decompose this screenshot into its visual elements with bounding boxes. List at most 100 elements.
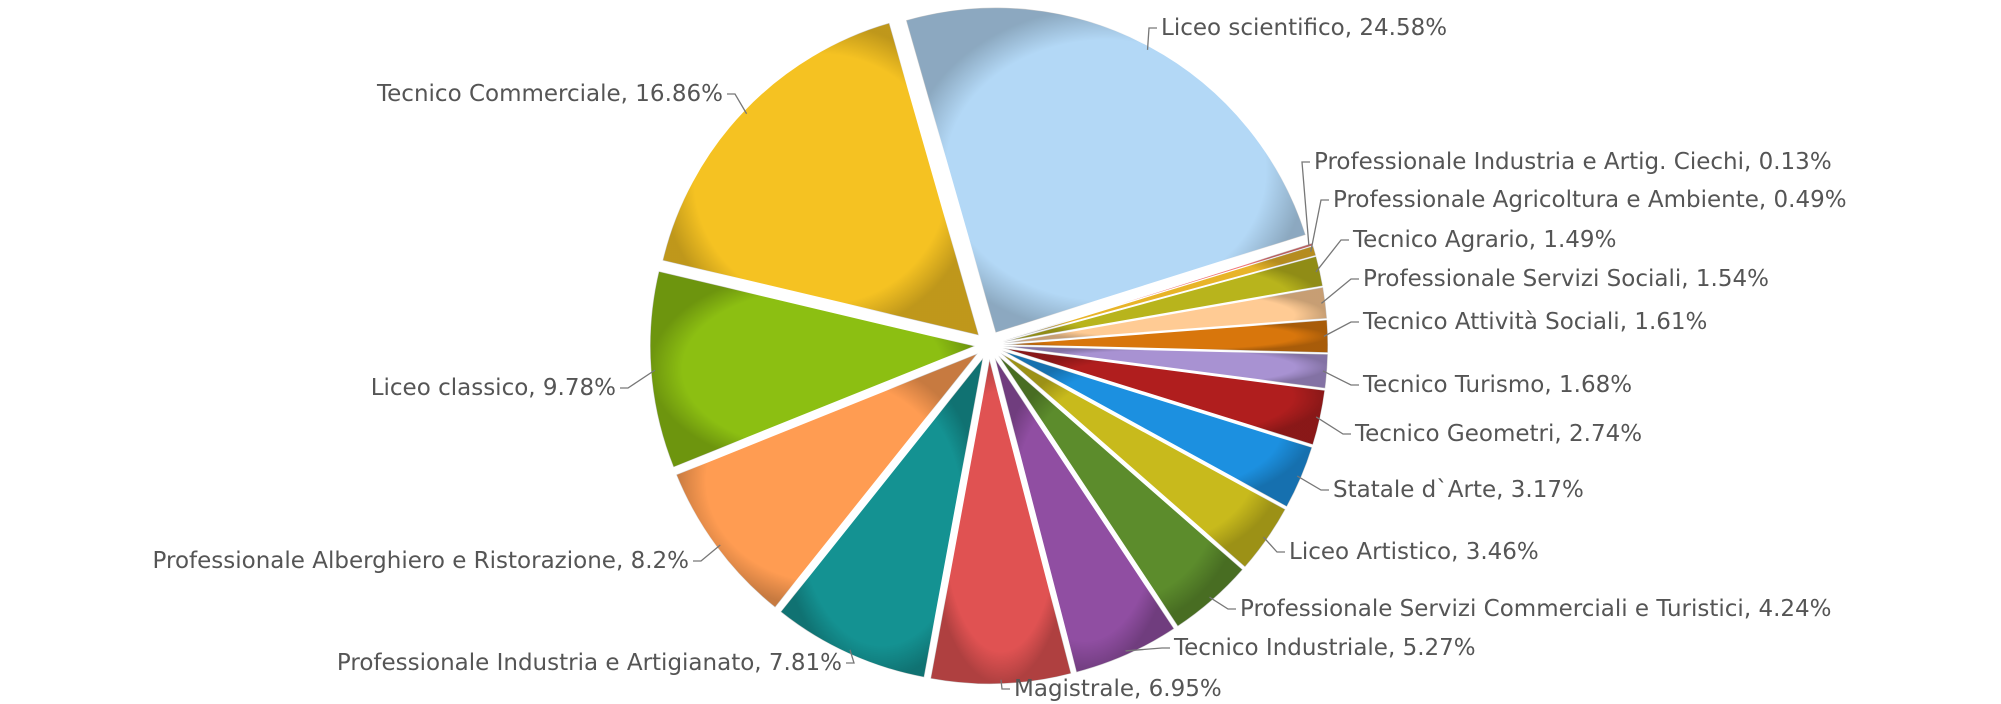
data-label: Liceo scientifico, 24.58% (1161, 15, 1447, 41)
separator: , (528, 375, 543, 401)
data-label: Magistrale, 6.95% (1014, 676, 1222, 702)
leader-line (727, 93, 748, 115)
leader-line (1315, 416, 1351, 435)
value-label: 5.27% (1403, 635, 1476, 661)
separator: , (1744, 149, 1759, 175)
slice-shade (1002, 256, 1323, 342)
separator: , (616, 548, 631, 574)
value-label: 1.54% (1696, 266, 1769, 292)
leader-line (1263, 536, 1285, 553)
separator: , (1759, 187, 1774, 213)
value-label: 0.13% (1759, 149, 1832, 175)
separator: , (1681, 266, 1696, 292)
value-label: 24.58% (1359, 15, 1447, 41)
slice-shade (780, 357, 984, 678)
value-label: 1.49% (1543, 227, 1616, 253)
category-name: Tecnico Agrario (1352, 227, 1529, 253)
data-label: Liceo classico, 9.78% (371, 375, 616, 401)
category-name: Professionale Industria e Artig. Ciechi (1314, 149, 1744, 175)
separator: , (1744, 596, 1759, 622)
value-label: 3.17% (1511, 477, 1584, 503)
slice-shade (676, 353, 978, 608)
data-label: Tecnico Turismo, 1.68% (1362, 372, 1632, 398)
slice-shade (906, 7, 1306, 333)
leader-line (620, 369, 656, 389)
leader-line (846, 649, 855, 664)
slice-shade (1002, 346, 1328, 389)
category-name: Statale d`Arte (1333, 477, 1496, 503)
category-name: Liceo classico (371, 375, 529, 401)
data-label: Tecnico Geometri, 2.74% (1354, 421, 1642, 447)
slice-shade (662, 22, 979, 336)
slice-shade (1002, 243, 1314, 341)
data-label: Tecnico Agrario, 1.49% (1352, 227, 1616, 253)
slice-shade (1002, 319, 1328, 353)
value-label: 1.61% (1634, 309, 1707, 335)
value-label: 16.86% (635, 81, 723, 107)
slice-shade (994, 357, 1175, 673)
slice-shade (1001, 350, 1313, 507)
leader-line (1310, 199, 1329, 252)
slice-shade (1002, 287, 1327, 344)
value-label: 9.78% (543, 375, 616, 401)
category-name: Magistrale (1014, 676, 1134, 702)
category-name: Tecnico Turismo (1362, 372, 1544, 398)
category-name: Tecnico Geometri (1354, 421, 1554, 447)
value-label: 1.68% (1559, 372, 1632, 398)
data-label: Tecnico Attività Sociali, 1.61% (1362, 309, 1707, 335)
separator: , (754, 650, 769, 676)
category-name: Professionale Servizi Commerciali e Turi… (1240, 596, 1744, 622)
data-label: Professionale Agricoltura e Ambiente, 0.… (1333, 187, 1847, 213)
leader-line (1315, 239, 1349, 273)
data-label: Statale d`Arte, 3.17% (1333, 477, 1584, 503)
category-name: Professionale Agricoltura e Ambiente (1333, 187, 1759, 213)
leader-line (1125, 647, 1170, 652)
slice-shade (1000, 353, 1286, 568)
separator: , (621, 81, 636, 107)
labels: Liceo scientifico, 24.58% Professionale I… (153, 15, 1847, 702)
data-label: Professionale Industria e Artig. Ciechi,… (1314, 149, 1832, 175)
category-name: Liceo scientifico (1161, 15, 1345, 41)
value-label: 6.95% (1149, 676, 1222, 702)
category-name: Professionale Alberghiero e Ristorazione (153, 548, 616, 574)
separator: , (1544, 372, 1559, 398)
data-label: Professionale Alberghiero e Ristorazione… (153, 548, 689, 574)
category-name: Liceo Artistico (1289, 539, 1451, 565)
data-label: Tecnico Industriale, 5.27% (1173, 635, 1476, 661)
separator: , (1554, 421, 1569, 447)
slice-shade (930, 358, 1072, 684)
separator: , (1388, 635, 1403, 661)
separator: , (1620, 309, 1635, 335)
separator: , (1496, 477, 1511, 503)
pie (649, 7, 1329, 685)
leader-line (1322, 370, 1359, 386)
leader-line (1301, 161, 1310, 246)
leader-line (1209, 596, 1236, 610)
data-label: Professionale Industria e Artigianato, 7… (337, 650, 842, 676)
value-label: 3.46% (1466, 539, 1539, 565)
value-label: 7.81% (769, 650, 842, 676)
slice-shade (1002, 348, 1325, 445)
leader-line (1323, 321, 1359, 337)
separator: , (1451, 539, 1466, 565)
leader-line (1000, 679, 1010, 690)
slice-shade (998, 355, 1243, 627)
separator: , (1529, 227, 1544, 253)
category-name: Tecnico Commerciale (376, 81, 621, 107)
data-label: Liceo Artistico, 3.46% (1289, 539, 1539, 565)
value-label: 0.49% (1774, 187, 1847, 213)
data-label: Professionale Servizi Sociali, 1.54% (1363, 266, 1769, 292)
slice-shade (1002, 245, 1316, 342)
separator: , (1134, 676, 1149, 702)
category-name: Professionale Industria e Artigianato (337, 650, 754, 676)
category-name: Professionale Servizi Sociali (1363, 266, 1681, 292)
leader-line (1320, 278, 1359, 304)
leader-line (693, 544, 721, 562)
leader-line (1146, 27, 1157, 50)
value-label: 8.2% (631, 548, 689, 574)
data-label: Tecnico Commerciale, 16.86% (376, 81, 723, 107)
value-label: 4.24% (1758, 596, 1831, 622)
category-name: Tecnico Attività Sociali (1362, 309, 1620, 335)
value-label: 2.74% (1569, 421, 1642, 447)
